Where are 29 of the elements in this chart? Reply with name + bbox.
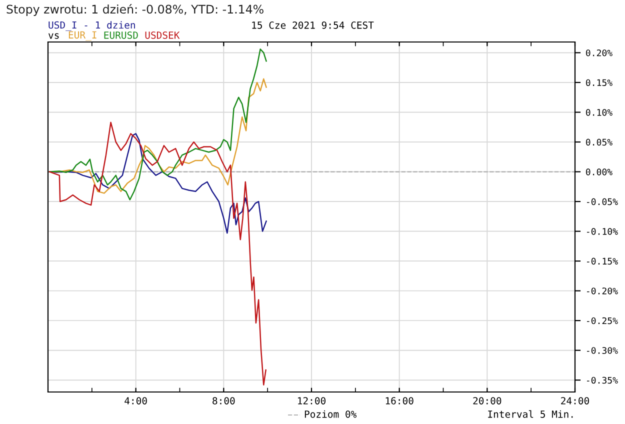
y-tick-label: 0.05% (586, 138, 612, 146)
y-tick-label: -0.10% (586, 228, 618, 235)
chart-title: Stopy zwrotu: 1 dzień: -0.08%, YTD: -1.14% (6, 4, 264, 16)
y-tick-label: -0.25% (586, 317, 618, 324)
line-series (48, 48, 267, 200)
y-tick-label: -0.15% (586, 258, 618, 265)
text: EUR_I (68, 31, 96, 41)
y-tick-label: -0.30% (586, 347, 618, 354)
y-tick-label: -0.20% (586, 288, 618, 294)
x-tick-label: 24:00 (561, 397, 590, 404)
text: EURUSD (104, 31, 138, 39)
text: Interval 5 Min. (488, 410, 573, 418)
text: USDSEK (145, 31, 180, 39)
x-tick-label: 20:00 (473, 397, 502, 404)
y-tick-label: 0.10% (586, 108, 612, 116)
y-tick-label: -0.35% (586, 376, 618, 384)
x-tick-label: 12:00 (298, 397, 326, 404)
line-series (48, 122, 266, 386)
chart-subtitle: 15 Cze 2021 9:54 CEST (252, 21, 374, 29)
x-tick-label: 16:00 (386, 397, 414, 404)
x-tick-label: 4:00 (124, 397, 147, 404)
y-tick-label: -0.05% (586, 198, 618, 206)
y-tick-label: 0.20% (586, 49, 612, 56)
x-tick-label: 8:00 (212, 397, 235, 404)
y-tick-label: 0.00% (586, 168, 612, 176)
text: USD_I - 1 dzien (48, 21, 135, 31)
text: vs (48, 33, 59, 39)
legend-label: Poziom 0% (304, 410, 357, 418)
y-tick-label: 0.15% (586, 79, 612, 86)
